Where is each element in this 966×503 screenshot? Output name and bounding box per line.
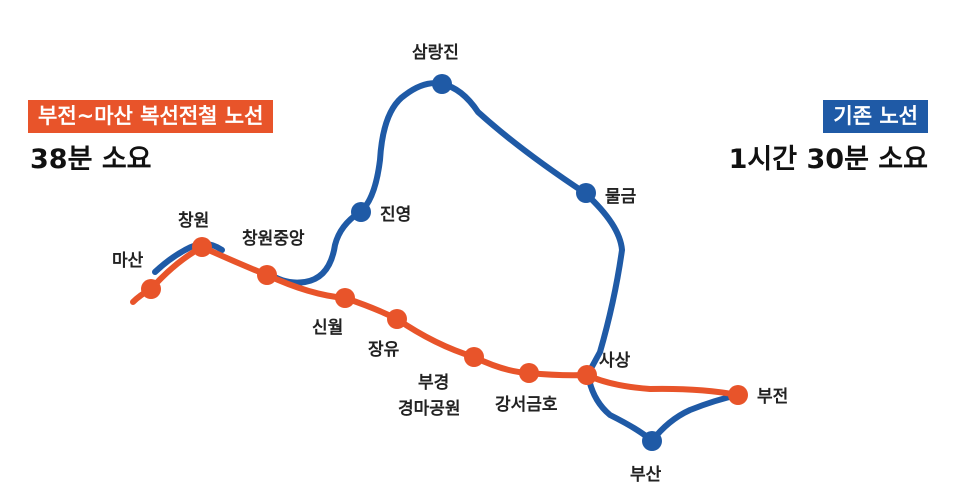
station-label-bugyeong-2: 경마공원: [398, 399, 461, 419]
station-label-busan: 부산: [630, 465, 662, 485]
station-label-sinwol: 신월: [312, 318, 343, 338]
station-label-samnangjin: 삼랑진: [412, 43, 459, 63]
station-label-jinyeong: 진영: [380, 205, 411, 225]
station-dot-mulgeum: [576, 183, 596, 203]
station-label-sasang: 사상: [599, 351, 631, 371]
new-route-duration: 38분 소요: [30, 144, 152, 175]
station-dot-samnangjin: [432, 74, 452, 94]
station-dot-jangyu: [387, 309, 407, 329]
new-route-legend-badge: 부전~마산 복선전철 노선: [28, 100, 274, 133]
station-dot-changwon: [192, 237, 212, 257]
station-dot-busan: [642, 431, 662, 451]
station-label-changwon-jungang: 창원중앙: [242, 229, 305, 249]
station-dot-sasang: [577, 365, 597, 385]
station-label-gangseo: 강서금호: [495, 395, 558, 415]
old-route-duration: 1시간 30분 소요: [728, 144, 928, 175]
station-dot-gangseo: [519, 363, 539, 383]
station-dot-bugyeong: [464, 347, 484, 367]
station-label-jangyu: 장유: [368, 340, 400, 360]
station-dot-masan: [141, 279, 161, 299]
station-dot-changwon-jungang: [257, 265, 277, 285]
station-dot-bujeon: [728, 385, 748, 405]
station-label-bujeon: 부전: [757, 387, 788, 407]
station-label-mulgeum: 물금: [605, 187, 637, 207]
station-dot-sinwol: [335, 288, 355, 308]
station-label-changwon: 창원: [178, 211, 209, 231]
station-dot-jinyeong: [351, 202, 371, 222]
station-label-bugyeong-1: 부경: [418, 373, 449, 393]
old-line-path-main: [265, 80, 626, 377]
old-route-legend-badge: 기존 노선: [823, 100, 928, 133]
station-label-masan: 마산: [112, 251, 144, 271]
